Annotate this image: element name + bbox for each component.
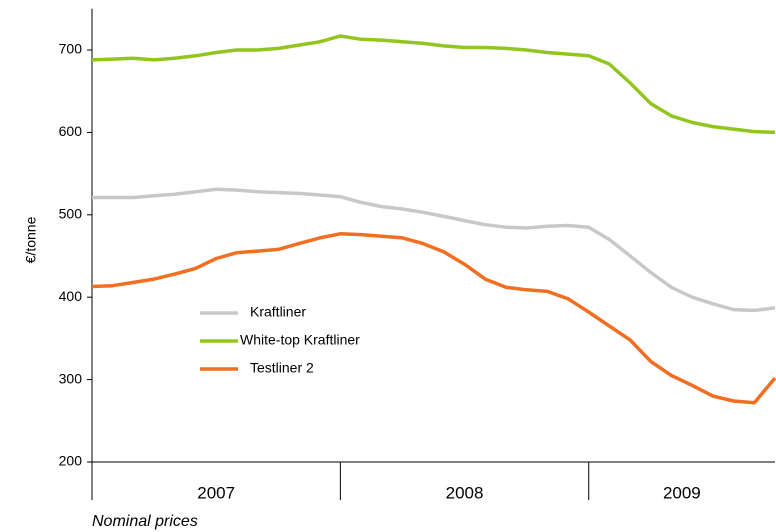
x-tick-label: 2009 <box>663 483 701 502</box>
x-tick-label: 2008 <box>446 483 484 502</box>
y-axis-label: €/tonne <box>23 216 39 263</box>
legend-label: Testliner 2 <box>250 360 314 376</box>
series-line <box>91 232 776 405</box>
y-tick-label: 400 <box>59 288 83 304</box>
footnote: Nominal prices <box>92 513 198 530</box>
legend-label: Kraftliner <box>250 304 306 320</box>
series-line <box>92 187 776 313</box>
y-tick-label: 500 <box>59 206 83 222</box>
y-tick-label: 200 <box>59 453 83 469</box>
y-tick-label: 700 <box>59 41 83 57</box>
y-tick-label: 600 <box>59 123 83 139</box>
legend-label: White-top Kraftliner <box>240 332 360 348</box>
series-line <box>91 34 776 135</box>
x-tick-label: 2007 <box>197 483 235 502</box>
y-tick-label: 300 <box>59 370 83 386</box>
